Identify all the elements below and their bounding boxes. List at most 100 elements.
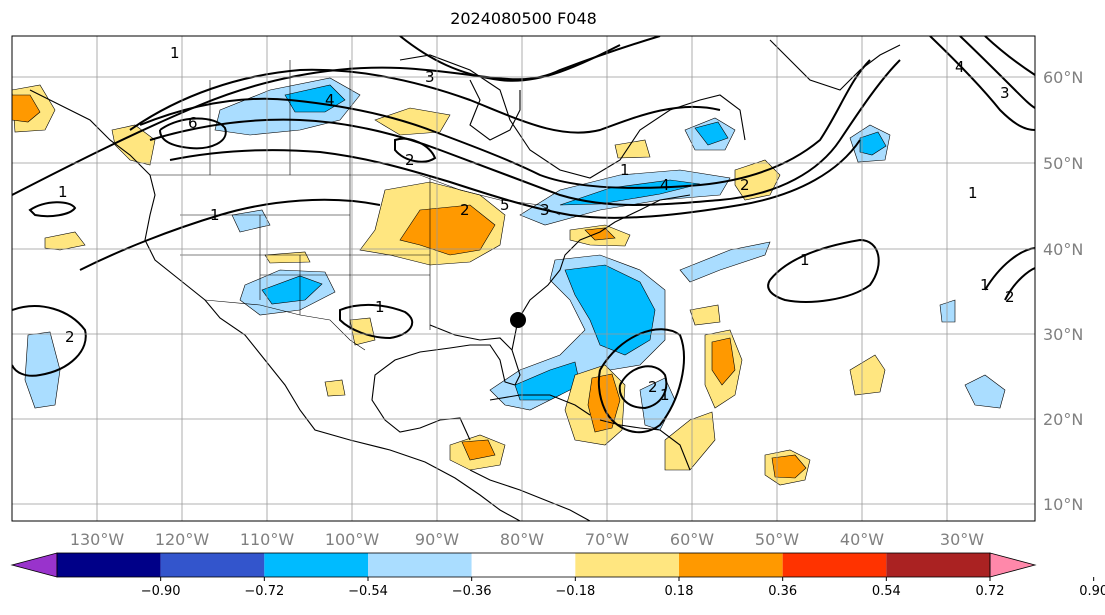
contour-labels: 1 6 2 1 3 4 1 1 2 1 1 4 3 2 1 2 2 1 1 2 … (58, 44, 1015, 404)
colorbar-extend-high (989, 552, 1037, 578)
colorbar-tick-label: −0.72 (244, 584, 284, 599)
field-caribbean-orange (587, 373, 621, 433)
field-pacific-lightblue-1 (24, 331, 61, 409)
colorbar-segment (679, 553, 783, 577)
contour-northern-5 (169, 139, 861, 219)
colorbar-segment (368, 553, 472, 577)
coast-central-america (469, 469, 591, 521)
field-hudson-yellow (374, 107, 451, 136)
field-yellow-misc-3 (324, 379, 346, 397)
lon-label: 70°W (585, 530, 629, 549)
field-atlantic-blue (564, 264, 656, 356)
latitude-labels: 60°N 50°N 40°N 30°N 20°N 10°N (1043, 68, 1083, 514)
coast-hudson (469, 79, 521, 141)
border-us-mexico (204, 299, 366, 351)
lon-label: 80°W (500, 530, 544, 549)
contour-label: 2 (648, 378, 658, 396)
field-greatlakes-orange (399, 204, 496, 256)
field-yellow-misc-2 (689, 304, 721, 326)
field-greenland-blue (859, 131, 887, 156)
contour-label: 3 (1000, 84, 1010, 102)
contour-inner-6 (159, 117, 227, 150)
contour-label: 1 (375, 298, 385, 316)
contour-label: 2 (1005, 288, 1015, 306)
contour-label: 4 (660, 176, 670, 194)
lat-label: 60°N (1043, 68, 1083, 87)
colorbar-tick-label: 0.72 (976, 584, 1005, 599)
field-east-orange-3 (771, 454, 807, 479)
coast-gulf (371, 324, 521, 441)
contour-label: 3 (425, 68, 435, 86)
coast-east-us (511, 194, 691, 351)
contour-label: 1 (170, 44, 180, 62)
contour-label: 4 (325, 91, 335, 109)
contour-label: 2 (405, 151, 415, 169)
contour-label: 3 (540, 201, 550, 219)
contour-atlantic-east-2 (1004, 267, 1035, 301)
lon-label: 110°W (240, 530, 295, 549)
contour-small-1 (28, 201, 77, 218)
colorbar-tick-label: 0.90 (1079, 584, 1105, 599)
colorbar-segment (471, 553, 576, 577)
colorbar-segment (782, 553, 887, 577)
contour-pacific-1 (12, 305, 87, 377)
contour-caribbean-1 (597, 328, 685, 434)
coast-greenland (769, 39, 901, 91)
lat-label: 30°N (1043, 325, 1083, 344)
contour-label: 1 (968, 184, 978, 202)
lat-label: 20°N (1043, 410, 1083, 429)
colorbar-tick-label: 0.18 (665, 584, 694, 599)
contour-northern-1 (12, 36, 661, 196)
field-east-yellow-4 (849, 354, 886, 396)
plot-area (12, 36, 1035, 521)
contour-greenland-2 (959, 36, 1035, 109)
contour-label: 2 (740, 176, 750, 194)
lon-label: 60°W (670, 530, 714, 549)
field-labrador-blue (694, 121, 729, 146)
longitude-labels: 130°W 120°W 110°W 100°W 90°W 80°W 70°W 6… (70, 530, 984, 549)
contour-central-1 (79, 198, 381, 271)
field-east-yellow-2 (664, 411, 716, 471)
contour-label: 6 (188, 114, 198, 132)
contour-canada-north-1 (399, 36, 621, 82)
field-mexico-orange (461, 439, 496, 461)
colorbar: −0.90 −0.72 −0.54 −0.36 −0.18 0.18 0.36 0.54 0.7… (10, 552, 1105, 599)
contour-greenland-3 (984, 36, 1035, 76)
field-east-orange-1 (711, 337, 736, 386)
contour-northern-3 (139, 59, 871, 189)
colorbar-tick-label: 0.36 (768, 584, 797, 599)
field-bc-yellow (111, 124, 156, 166)
lat-label: 50°N (1043, 154, 1083, 173)
lon-label: 100°W (325, 530, 380, 549)
contour-canada-small (394, 137, 437, 163)
colorbar-segment (264, 553, 368, 577)
contour-texas-1 (339, 303, 414, 340)
lon-label: 30°W (940, 530, 984, 549)
colorbar-segment (160, 553, 265, 577)
lon-label: 50°W (755, 530, 799, 549)
contour-caribbean-2 (618, 365, 668, 410)
field-pacific-yellow-2 (44, 231, 86, 251)
border-states (180, 175, 431, 330)
colorbar-segment (57, 553, 161, 577)
lat-label: 40°N (1043, 240, 1083, 259)
plot-frame (11, 35, 1036, 522)
contour-greenland-1 (929, 36, 1035, 131)
coast-north-america-west (29, 89, 521, 521)
colorbar-tick-label: −0.36 (452, 584, 492, 599)
contour-label: 1 (620, 161, 630, 179)
colorbar-extend-low (10, 552, 58, 578)
contour-label: 1 (980, 276, 990, 294)
field-newengland-orange (584, 227, 616, 241)
contour-label: 2 (460, 201, 470, 219)
contour-label: 1 (58, 183, 68, 201)
lon-label: 120°W (155, 530, 210, 549)
field-pacific-orange-1 (12, 94, 41, 123)
lon-label: 130°W (70, 530, 125, 549)
field-east-lightblue-2 (939, 299, 956, 323)
lat-label: 10°N (1043, 495, 1083, 514)
graticule (12, 36, 1035, 521)
field-midatlantic-lightblue (679, 241, 771, 283)
coast-cuba (489, 394, 591, 416)
contour-northern-4 (149, 59, 901, 206)
